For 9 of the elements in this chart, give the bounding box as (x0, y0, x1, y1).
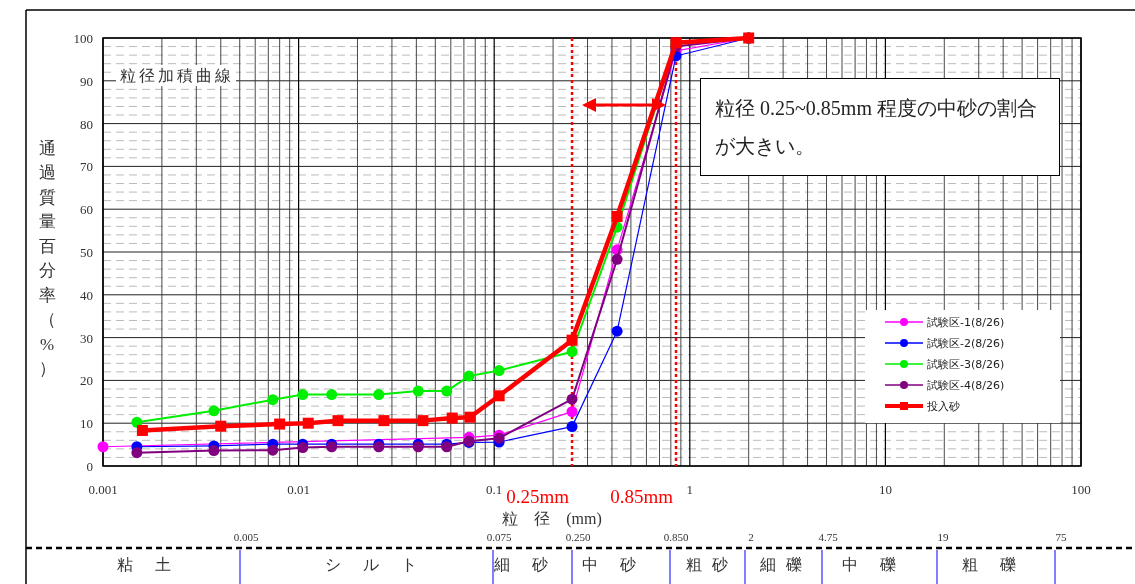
legend-label: 試験区-3(8/26) (927, 358, 1005, 371)
legend-label: 投入砂 (926, 400, 960, 413)
xlabel: 粒 径 (mm) (502, 510, 602, 527)
ylabel: 通過質量百分率（%） (38, 138, 56, 379)
title: 粒径加積曲線 (116, 65, 236, 86)
annotation: 粒径 0.25~0.85mm 程度の中砂の割合が大きい。 (700, 78, 1060, 176)
legend-label: 試験区-1(8/26) (927, 316, 1005, 329)
legend-label: 試験区-4(8/26) (927, 379, 1005, 392)
legend-label: 試験区-2(8/26) (927, 337, 1005, 350)
